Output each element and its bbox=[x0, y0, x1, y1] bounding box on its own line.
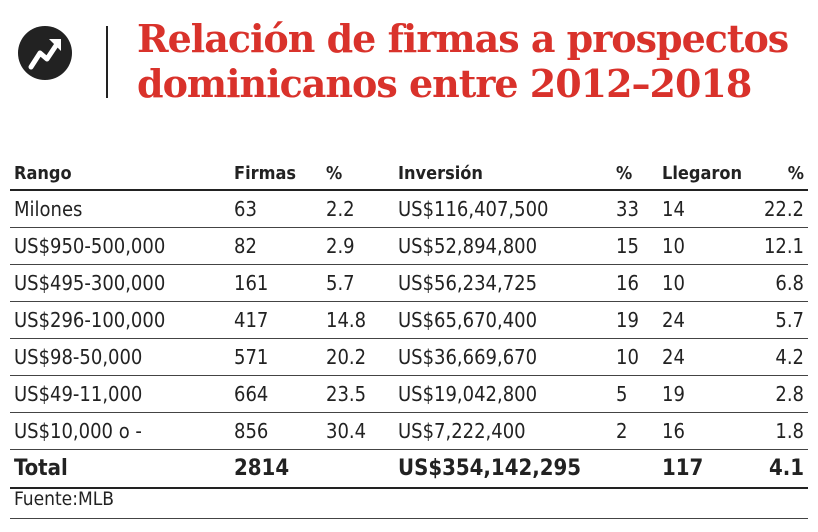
col-header-llegaron-pct: % bbox=[760, 157, 808, 191]
cell-firmas-pct: 20.2 bbox=[322, 338, 394, 376]
cell-llegaron: 14 bbox=[658, 190, 760, 228]
cell-inversion-pct: 2 bbox=[612, 412, 658, 450]
cell-llegaron-pct: 1.8 bbox=[760, 412, 808, 450]
cell-firmas-pct: 2.2 bbox=[322, 190, 394, 228]
cell-llegaron: 10 bbox=[658, 227, 760, 265]
title-line-2: dominicanos entre 2012–2018 bbox=[137, 61, 752, 106]
cell-firmas-pct: 23.5 bbox=[322, 375, 394, 413]
cell-firmas-pct: 2.9 bbox=[322, 227, 394, 265]
table-header-row: Rango Firmas % Inversión % Llegaron % bbox=[10, 157, 808, 191]
prospects-table: Rango Firmas % Inversión % Llegaron % Mi… bbox=[10, 157, 808, 489]
cell-llegaron: 10 bbox=[658, 264, 760, 302]
cell-llegaron: 19 bbox=[658, 375, 760, 413]
cell-llegaron-pct: 12.1 bbox=[760, 227, 808, 265]
cell-firmas-pct: 5.7 bbox=[322, 264, 394, 302]
cell-firmas-pct: 30.4 bbox=[322, 412, 394, 450]
table-row: US$950-500,000 82 2.9 US$52,894,800 15 1… bbox=[10, 227, 808, 265]
cell-inversion: US$52,894,800 bbox=[394, 227, 612, 265]
total-firmas: 2814 bbox=[230, 449, 322, 489]
source-note: Fuente:MLB bbox=[14, 488, 114, 510]
col-header-firmas: Firmas bbox=[230, 157, 322, 191]
total-llegaron: 117 bbox=[658, 449, 760, 489]
cell-rango: US$49-11,000 bbox=[10, 375, 230, 413]
bottom-rule bbox=[10, 518, 808, 519]
table-row: US$49-11,000 664 23.5 US$19,042,800 5 19… bbox=[10, 375, 808, 413]
table-row: US$98-50,000 571 20.2 US$36,669,670 10 2… bbox=[10, 338, 808, 376]
cell-inversion-pct: 33 bbox=[612, 190, 658, 228]
cell-rango: US$10,000 o - bbox=[10, 412, 230, 450]
cell-firmas: 82 bbox=[230, 227, 322, 265]
trend-arrow-icon bbox=[18, 26, 72, 80]
cell-llegaron: 24 bbox=[658, 301, 760, 339]
table-row: US$296-100,000 417 14.8 US$65,670,400 19… bbox=[10, 301, 808, 339]
cell-inversion: US$36,669,670 bbox=[394, 338, 612, 376]
title-line-1: Relación de firmas a prospectos bbox=[137, 16, 789, 61]
cell-inversion-pct: 19 bbox=[612, 301, 658, 339]
col-header-llegaron: Llegaron bbox=[658, 157, 760, 191]
cell-firmas: 856 bbox=[230, 412, 322, 450]
table-row: US$10,000 o - 856 30.4 US$7,222,400 2 16… bbox=[10, 412, 808, 450]
cell-llegaron-pct: 5.7 bbox=[760, 301, 808, 339]
cell-inversion: US$7,222,400 bbox=[394, 412, 612, 450]
header-divider bbox=[106, 26, 108, 98]
cell-firmas: 417 bbox=[230, 301, 322, 339]
cell-inversion-pct: 5 bbox=[612, 375, 658, 413]
cell-inversion: US$116,407,500 bbox=[394, 190, 612, 228]
cell-rango: US$296-100,000 bbox=[10, 301, 230, 339]
table-row: US$495-300,000 161 5.7 US$56,234,725 16 … bbox=[10, 264, 808, 302]
cell-rango: US$495-300,000 bbox=[10, 264, 230, 302]
cell-inversion-pct: 15 bbox=[612, 227, 658, 265]
total-inversion: US$354,142,295 bbox=[394, 449, 612, 489]
total-inversion-pct bbox=[612, 449, 658, 489]
table-row: Milones 63 2.2 US$116,407,500 33 14 22.2 bbox=[10, 190, 808, 228]
cell-llegaron-pct: 22.2 bbox=[760, 190, 808, 228]
cell-firmas-pct: 14.8 bbox=[322, 301, 394, 339]
total-firmas-pct bbox=[322, 449, 394, 489]
cell-llegaron-pct: 4.2 bbox=[760, 338, 808, 376]
cell-firmas: 664 bbox=[230, 375, 322, 413]
cell-llegaron: 16 bbox=[658, 412, 760, 450]
cell-rango: US$98-50,000 bbox=[10, 338, 230, 376]
cell-llegaron-pct: 6.8 bbox=[760, 264, 808, 302]
cell-firmas: 571 bbox=[230, 338, 322, 376]
cell-inversion: US$65,670,400 bbox=[394, 301, 612, 339]
cell-rango: US$950-500,000 bbox=[10, 227, 230, 265]
total-row: Total 2814 US$354,142,295 117 4.1 bbox=[10, 449, 808, 489]
col-header-firmas-pct: % bbox=[322, 157, 394, 191]
cell-inversion-pct: 10 bbox=[612, 338, 658, 376]
cell-rango: Milones bbox=[10, 190, 230, 228]
cell-inversion-pct: 16 bbox=[612, 264, 658, 302]
page-title: Relación de firmas a prospectos dominica… bbox=[137, 16, 789, 106]
cell-inversion: US$19,042,800 bbox=[394, 375, 612, 413]
col-header-inversion-pct: % bbox=[612, 157, 658, 191]
total-llegaron-pct: 4.1 bbox=[760, 449, 808, 489]
cell-llegaron-pct: 2.8 bbox=[760, 375, 808, 413]
cell-firmas: 63 bbox=[230, 190, 322, 228]
total-label: Total bbox=[10, 449, 230, 489]
col-header-rango: Rango bbox=[10, 157, 230, 191]
col-header-inversion: Inversión bbox=[394, 157, 612, 191]
cell-llegaron: 24 bbox=[658, 338, 760, 376]
cell-inversion: US$56,234,725 bbox=[394, 264, 612, 302]
cell-firmas: 161 bbox=[230, 264, 322, 302]
